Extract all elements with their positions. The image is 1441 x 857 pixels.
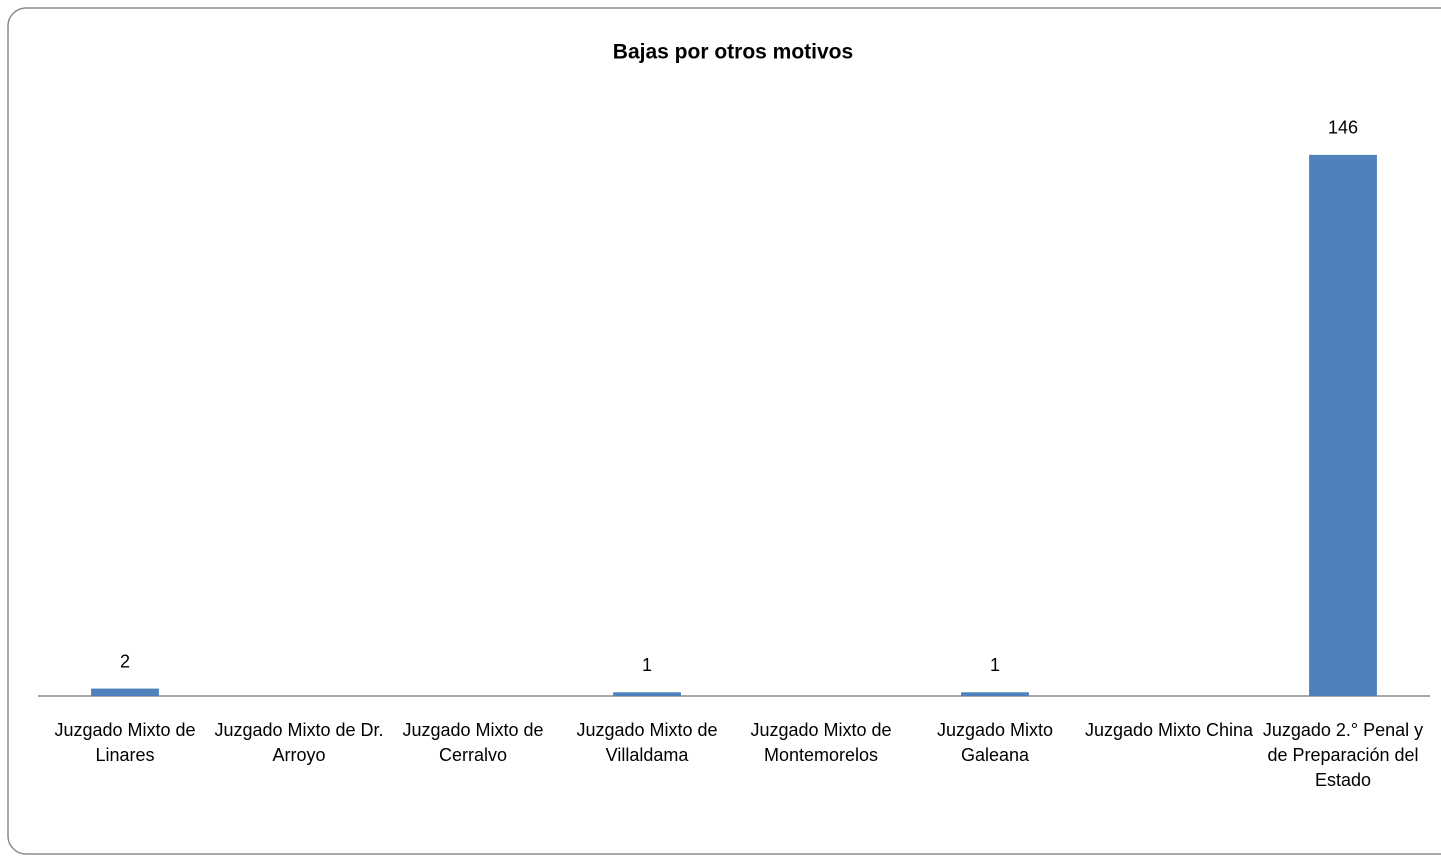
x-tick-label: Juzgado Mixto de Cerralvo — [402, 720, 544, 765]
data-label: 1 — [990, 655, 1000, 675]
bar — [1309, 154, 1377, 696]
x-tick-label: Juzgado Mixto de Villaldama — [576, 720, 718, 765]
chart-border — [7, 7, 1441, 855]
x-tick-label: Juzgado Mixto de Montemorelos — [750, 720, 892, 765]
x-tick-label: Juzgado Mixto Galeana — [936, 720, 1054, 765]
x-tick-label: Juzgado 2.° Penal y de Preparación del E… — [1262, 720, 1424, 790]
bar — [91, 688, 159, 696]
x-tick-label: Juzgado Mixto de Dr. Arroyo — [214, 720, 384, 765]
chart-title: Bajas por otros motivos — [613, 41, 853, 64]
x-tick-label: Juzgado Mixto de Linares — [54, 720, 196, 765]
bar — [961, 692, 1029, 696]
bar — [613, 692, 681, 696]
data-label: 2 — [120, 651, 130, 671]
data-label: 146 — [1328, 118, 1358, 138]
data-label: 1 — [642, 655, 652, 675]
x-tick-label: Juzgado Mixto China — [1084, 720, 1254, 740]
